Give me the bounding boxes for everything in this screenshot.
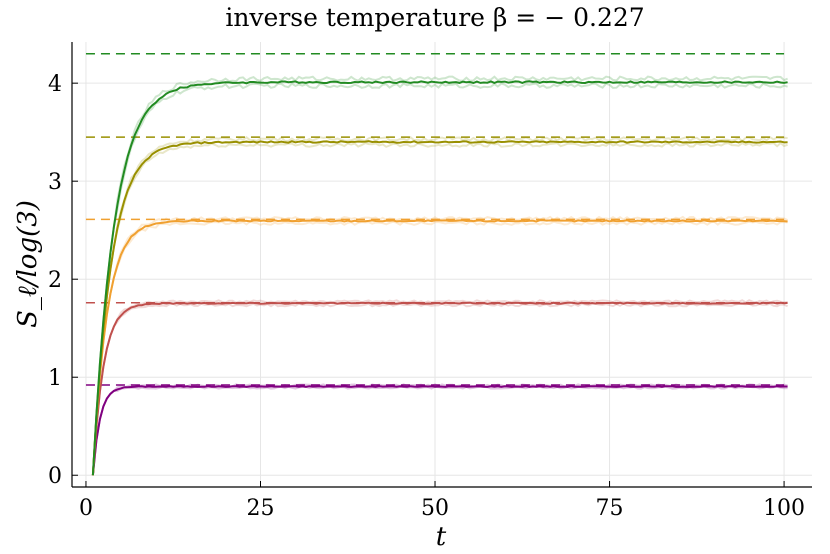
y-tick-label: 3 <box>48 170 62 195</box>
series-band <box>91 383 788 476</box>
y-axis-label: S_ℓ/log(3) <box>13 200 43 328</box>
series-line <box>91 140 788 476</box>
series-band <box>91 299 788 476</box>
chart-title: inverse temperature β = − 0.227 <box>225 3 644 32</box>
grid <box>72 42 812 487</box>
series-band <box>91 82 788 476</box>
x-tick-label: 100 <box>763 496 805 521</box>
series-line <box>91 301 788 476</box>
series-line <box>91 385 788 476</box>
series-band <box>91 141 788 476</box>
axes <box>71 42 812 488</box>
y-tick-label: 4 <box>48 72 62 97</box>
series-band <box>91 135 788 476</box>
x-tick-label: 50 <box>421 496 449 521</box>
x-tick-label: 75 <box>596 496 624 521</box>
series-line <box>91 219 788 476</box>
series-band <box>91 302 788 476</box>
y-tick-label: 1 <box>48 366 62 391</box>
series-band <box>91 220 788 476</box>
x-axis-label: t <box>436 522 447 552</box>
tick-labels: 0 25 50 75 100 0 1 2 3 4 <box>48 72 805 521</box>
series-band <box>91 385 788 476</box>
series-band <box>91 215 788 476</box>
y-tick-label: 2 <box>48 268 62 293</box>
series-lines <box>91 80 788 476</box>
y-tick-label: 0 <box>48 464 62 489</box>
series-line <box>91 80 788 476</box>
series-band <box>91 75 789 476</box>
x-tick-label: 0 <box>79 496 93 521</box>
x-tick-label: 25 <box>246 496 274 521</box>
